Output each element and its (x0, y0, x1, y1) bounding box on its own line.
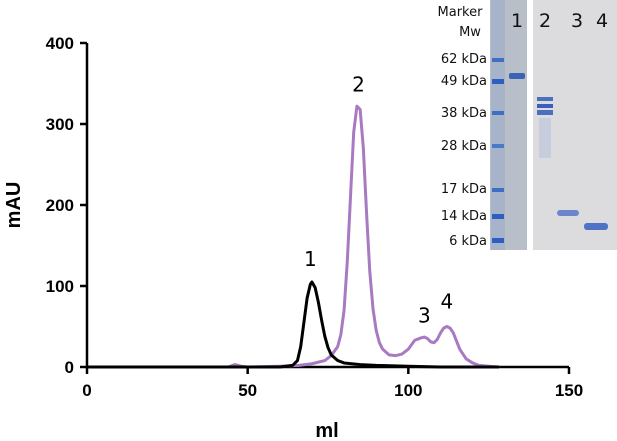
marker-band (492, 79, 504, 84)
lane-label-4: 4 (596, 10, 608, 32)
x-ticks: 0 50 100 150 (82, 367, 583, 400)
lane-label-3: 3 (571, 10, 583, 32)
marker-lane (491, 0, 505, 250)
gel-header-marker: Marker (438, 5, 484, 20)
lane-2-band (537, 104, 553, 108)
lane-2-band (537, 97, 553, 101)
y-tick-label: 300 (46, 115, 74, 134)
peak-label: 1 (304, 247, 317, 271)
peak-labels: 1 2 34 (304, 73, 453, 328)
series-line-black (85, 280, 500, 369)
gel-header-mw: Mw (459, 25, 481, 40)
x-tick-label: 50 (238, 381, 257, 400)
sds-page-gel-inset: Marker Mw 62 kDa 49 kDa 38 kDa 28 kDa 17… (423, 0, 617, 255)
lane-4-band (584, 223, 608, 230)
marker-bands (492, 58, 504, 243)
marker-label-17: 17 kDa (441, 182, 487, 197)
y-ticks: 0 100 200 300 400 (46, 34, 87, 377)
lane-2-smear (539, 118, 551, 158)
peak-label: 3 (418, 303, 431, 327)
lane-2-band (537, 110, 553, 115)
marker-label-28: 28 kDa (441, 139, 487, 154)
marker-band (492, 144, 504, 148)
x-tick-label: 100 (394, 381, 422, 400)
y-tick-label: 0 (65, 358, 74, 377)
series-line-purple (127, 104, 500, 369)
marker-label-49: 49 kDa (441, 74, 487, 89)
lane-3-band (557, 210, 579, 216)
peak-label: 4 (441, 290, 454, 314)
y-axis-title: mAU (3, 182, 25, 229)
lane-label-2: 2 (539, 10, 551, 32)
marker-band (492, 214, 504, 219)
y-tick-label: 400 (46, 34, 74, 53)
marker-label-14: 14 kDa (441, 209, 487, 224)
x-tick-label: 0 (82, 381, 91, 400)
marker-label-38: 38 kDa (441, 106, 487, 121)
marker-band (492, 238, 504, 243)
lane-1-band (509, 73, 525, 79)
marker-label-62: 62 kDa (441, 52, 487, 67)
peak-label: 2 (352, 73, 365, 97)
marker-band (492, 111, 504, 115)
marker-band (492, 188, 504, 192)
y-tick-label: 100 (46, 277, 74, 296)
marker-label-6: 6 kDa (449, 234, 487, 249)
y-tick-label: 200 (46, 196, 74, 215)
x-tick-label: 150 (555, 381, 583, 400)
series-layer (85, 104, 500, 369)
x-axis-title: ml (315, 420, 338, 441)
lane-label-1: 1 (511, 10, 523, 32)
marker-band (492, 58, 504, 62)
